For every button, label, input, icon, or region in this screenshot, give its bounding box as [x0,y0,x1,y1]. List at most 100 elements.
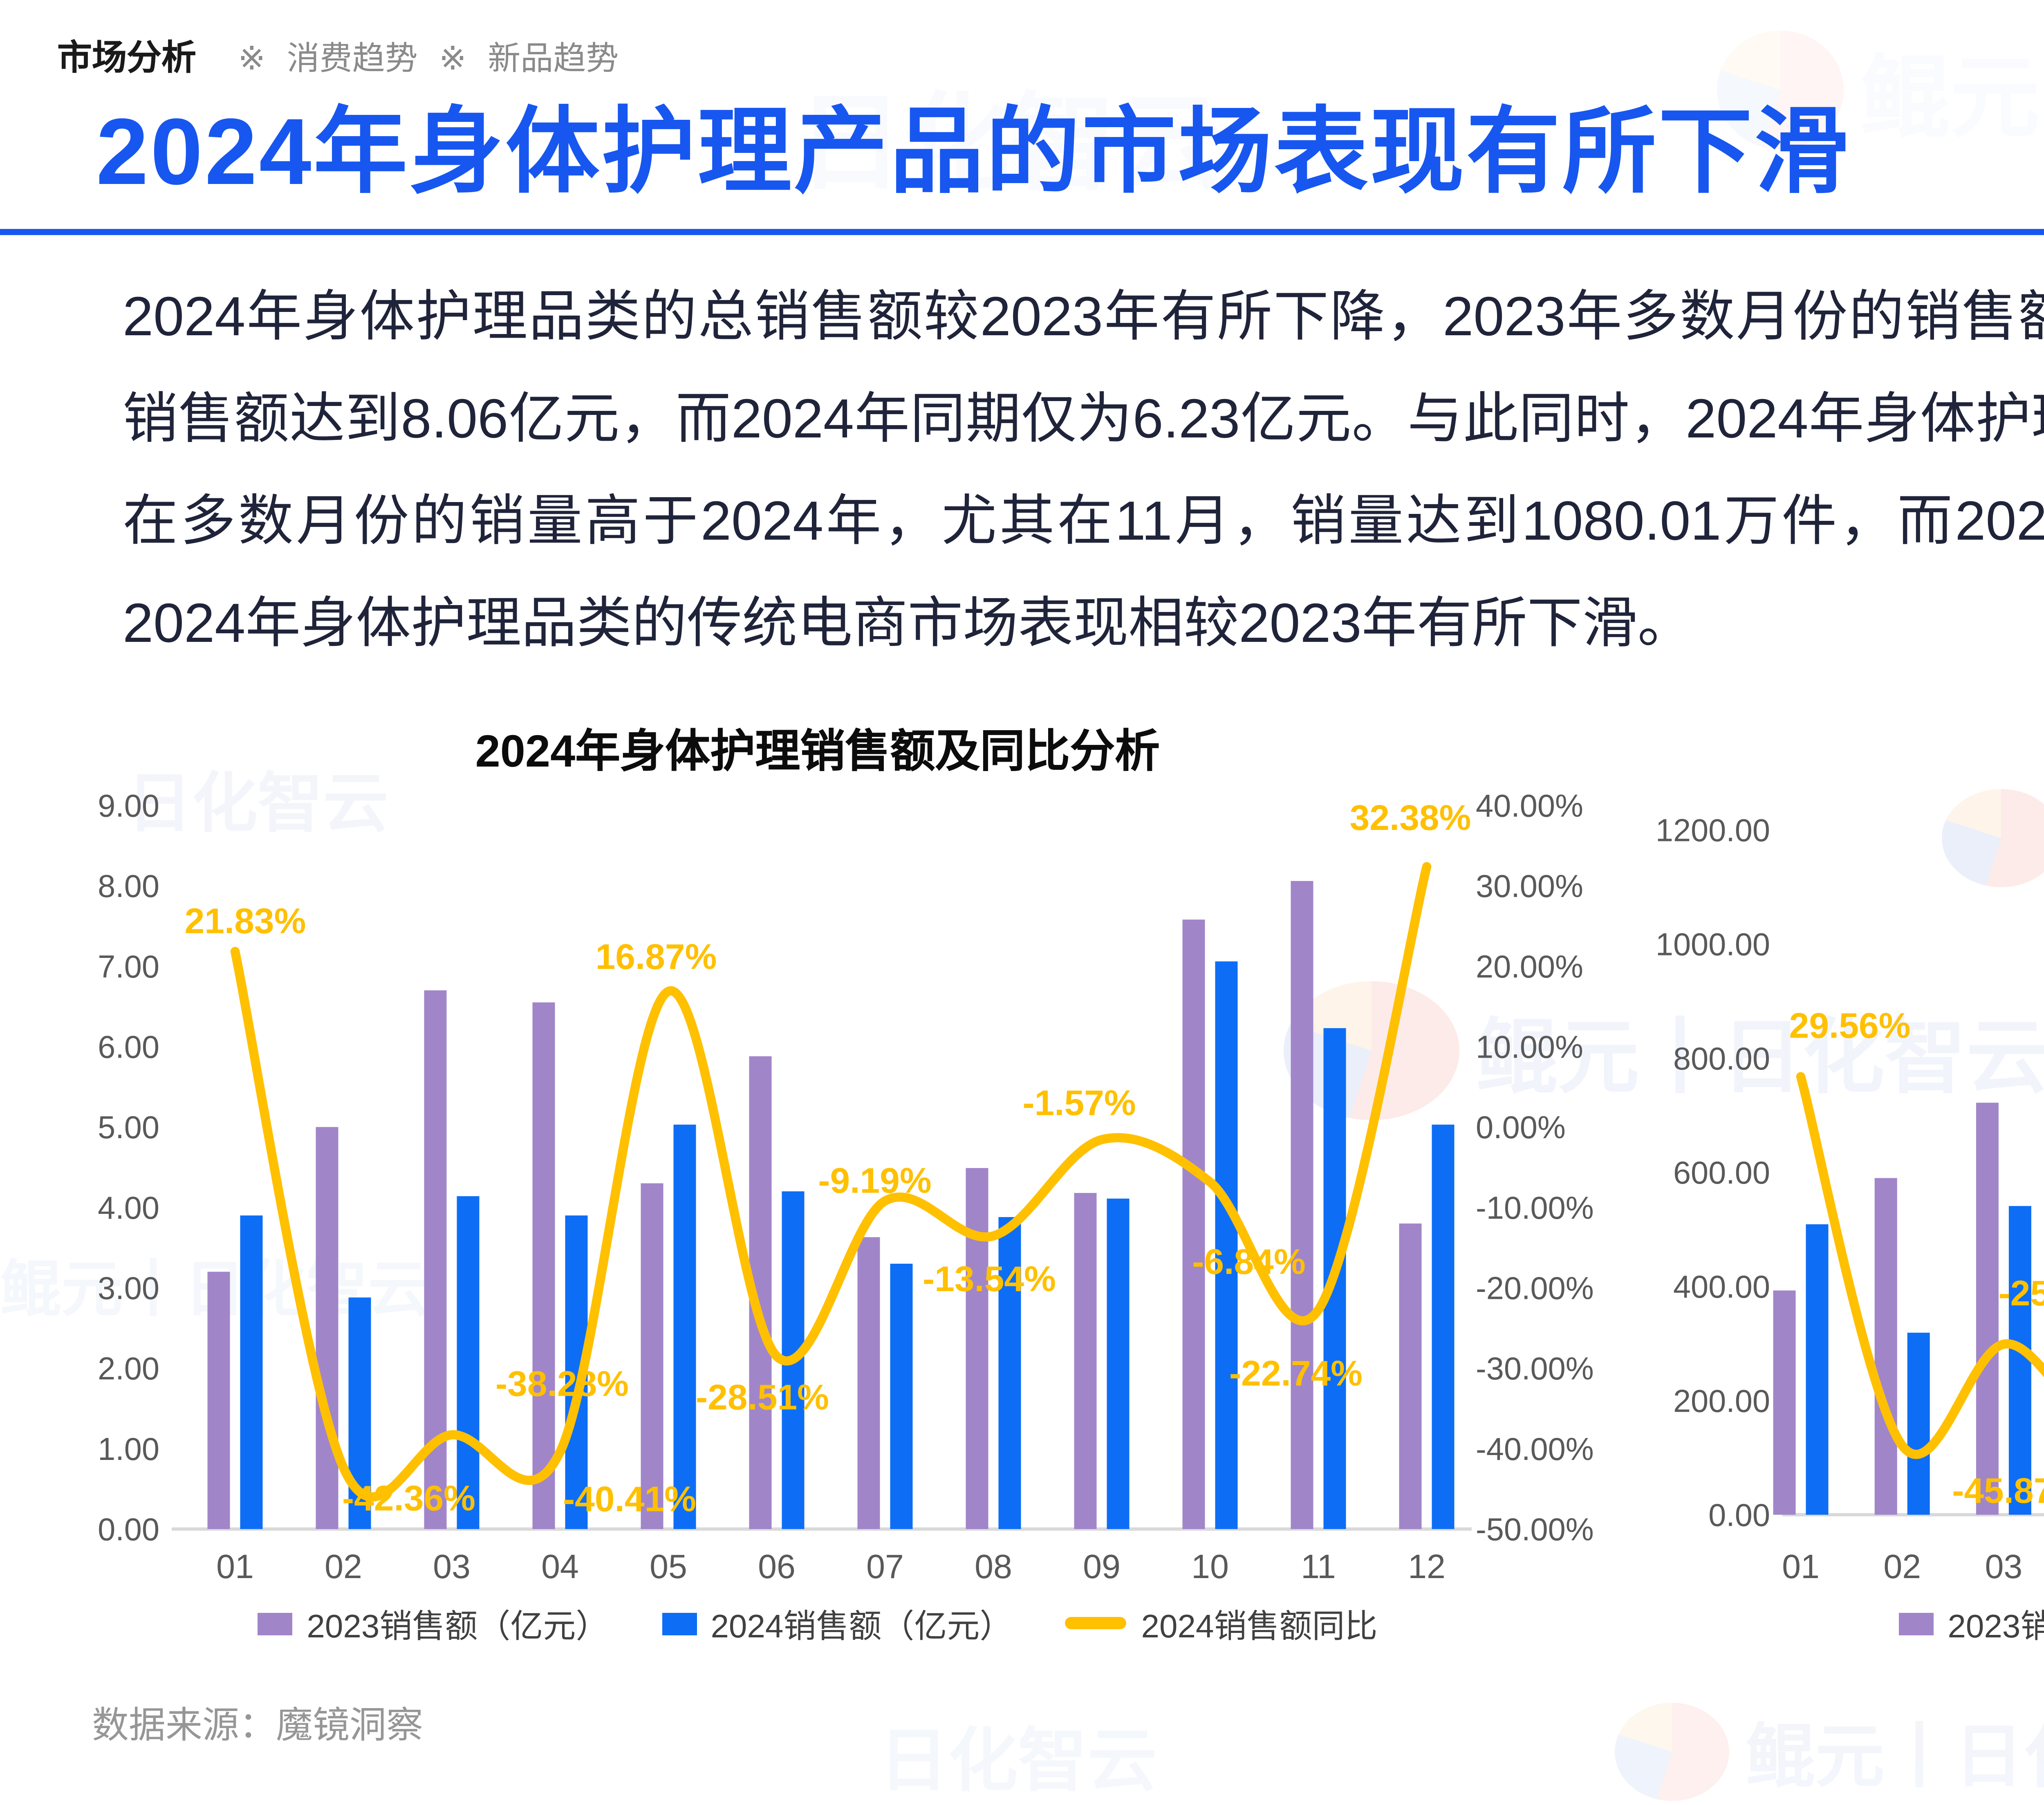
bar-2024 [457,1196,480,1529]
month-label: 04 [541,1548,579,1585]
yoy-data-label: -22.74% [1229,1353,1363,1393]
yoy-data-label: 29.56% [1789,1005,1911,1045]
percent-axis-tick: 20.00% [1476,949,1583,984]
month-label: 01 [216,1548,254,1585]
bar-2023 [207,1271,230,1529]
yoy-data-label: -40.41% [563,1479,696,1519]
volume-chart-legend: 2023销量（万件） 2024销量（万件） 销量同比 [1652,1599,2044,1648]
bar-2023 [1976,1103,1999,1515]
breadcrumb: 市场分析 ※ 消费趋势 ※ 新品趋势 [57,29,619,80]
yoy-line [1796,1072,2044,1459]
legend-swatch-2023 [258,1612,293,1635]
bar-2024 [240,1215,263,1529]
value-axis-tick: 1000.00 [1656,927,1770,962]
month-label: 11 [1301,1548,1336,1585]
bar-2023 [641,1183,663,1529]
bar-2024 [890,1264,913,1529]
yoy-line [230,862,1432,1502]
bar-2023 [1874,1178,1897,1515]
bar-2023 [966,1168,988,1529]
percent-axis-tick: -10.00% [1476,1191,1594,1226]
value-axis-tick: 4.00 [98,1191,159,1226]
value-axis-tick: 8.00 [98,869,159,904]
bar-2023 [1182,919,1205,1529]
value-axis-tick: 5.00 [98,1110,159,1145]
month-label: 09 [1083,1548,1121,1585]
value-axis-tick: 600.00 [1673,1155,1770,1191]
yoy-data-label: -38.28% [495,1364,629,1404]
legend-item-2024-sales: 2024销售额（亿元） [661,1599,1012,1648]
value-axis-tick: 2.00 [98,1351,159,1386]
legend-item-2023-volume: 2023销量（万件） [1898,1599,2044,1648]
yoy-data-label: -25.13% [1998,1273,2044,1313]
bar-2024 [1907,1332,1930,1515]
bar-2024 [998,1217,1021,1529]
legend-label: 2024销售额（亿元） [710,1611,1013,1646]
yoy-data-label: -45.87% [1952,1471,2044,1511]
bar-2024 [1432,1124,1455,1529]
percent-axis-tick: -50.00% [1476,1512,1594,1547]
value-axis-tick: 7.00 [98,949,159,984]
value-axis-tick: 800.00 [1673,1041,1770,1076]
volume-chart: 1200.00 1000.00 800.00 600.00 400.00 200.00 0.… [1656,813,2044,1585]
value-axis-tick: 200.00 [1673,1383,1770,1419]
yoy-data-label: 16.87% [596,937,717,977]
percent-axis-tick: -30.00% [1476,1351,1594,1386]
legend-item-sales-yoy: 2024销售额同比 [1065,1599,1378,1648]
volume-chart-title: 2024年身体护理销量及同比分析 [1652,715,2044,781]
bar-2023 [1773,1290,1796,1515]
percent-axis-tick: 0.00% [1476,1110,1566,1145]
title-divider [0,229,2044,235]
month-label: 03 [1985,1548,2023,1585]
yoy-data-label: -6.84% [1192,1242,1305,1282]
bar-2024 [673,1124,696,1529]
legend-item-2023-sales: 2023销售额（亿元） [258,1599,608,1648]
percent-axis-tick: 30.00% [1476,869,1583,904]
bar-2024 [1806,1224,1829,1515]
percent-axis-tick: 40.00% [1476,789,1583,824]
yoy-data-label: -42.36% [342,1478,475,1518]
legend-swatch-2023 [1898,1612,1934,1635]
value-axis-tick: 0.00 [1708,1498,1770,1533]
slide: 日化智云 鲲元丨日化智云 日化智云 鲲元丨日化智云 鲲元丨日化智云 日化智云 日… [0,29,2044,1800]
value-axis-tick: 3.00 [98,1271,159,1306]
month-label: 10 [1191,1548,1229,1585]
yoy-data-label: -13.54% [923,1259,1056,1299]
bar-2024 [2008,1206,2031,1515]
month-label: 02 [1883,1548,1921,1585]
bar-2023 [1074,1193,1097,1529]
summary-paragraph: 2024年身体护理品类的总销售额较2023年有所下降，2023年多数月份的销售额… [123,286,2044,654]
month-label: 03 [433,1548,471,1585]
breadcrumb-item-newproduct: 新品趋势 [488,43,619,78]
yoy-data-label: 32.38% [1350,798,1471,838]
value-axis-tick: 6.00 [98,1030,159,1065]
legend-swatch-2024 [661,1612,697,1635]
breadcrumb-item-consumption: 消费趋势 [287,43,418,78]
value-axis-tick: 1200.00 [1656,813,1770,848]
value-axis-tick: 0.00 [98,1512,159,1547]
sales-chart: 9.00 8.00 7.00 6.00 5.00 4.00 3.00 2.00 1.00 0.00… [98,789,1594,1586]
month-label: 06 [758,1548,796,1585]
value-axis-tick: 9.00 [98,789,159,824]
legend-line-swatch [1065,1617,1127,1629]
bar-2023 [1291,881,1313,1529]
percent-axis-tick: 10.00% [1476,1030,1583,1065]
yoy-data-label: -28.51% [696,1377,829,1417]
bar-2024 [1215,961,1238,1529]
month-label: 08 [975,1548,1012,1585]
bar-2023 [857,1237,880,1529]
yoy-data-label: -1.57% [1022,1083,1136,1123]
yoy-data-label: -9.19% [818,1160,931,1200]
sales-chart-title: 2024年身体护理销售额及同比分析 [475,726,1160,777]
legend-label: 2024销售额同比 [1141,1611,1378,1646]
month-label: 02 [325,1548,362,1585]
month-label: 01 [1782,1548,1820,1585]
sales-chart-legend: 2023销售额（亿元） 2024销售额（亿元） 2024销售额同比 [92,1599,1543,1648]
bar-2023 [1399,1223,1422,1529]
month-label: 07 [866,1548,904,1585]
percent-axis-tick: -20.00% [1476,1271,1594,1306]
breadcrumb-separator: ※ [439,43,466,78]
breadcrumb-section: 市场分析 [57,39,196,78]
breadcrumb-separator: ※ [238,43,266,78]
value-axis-tick: 400.00 [1673,1269,1770,1305]
